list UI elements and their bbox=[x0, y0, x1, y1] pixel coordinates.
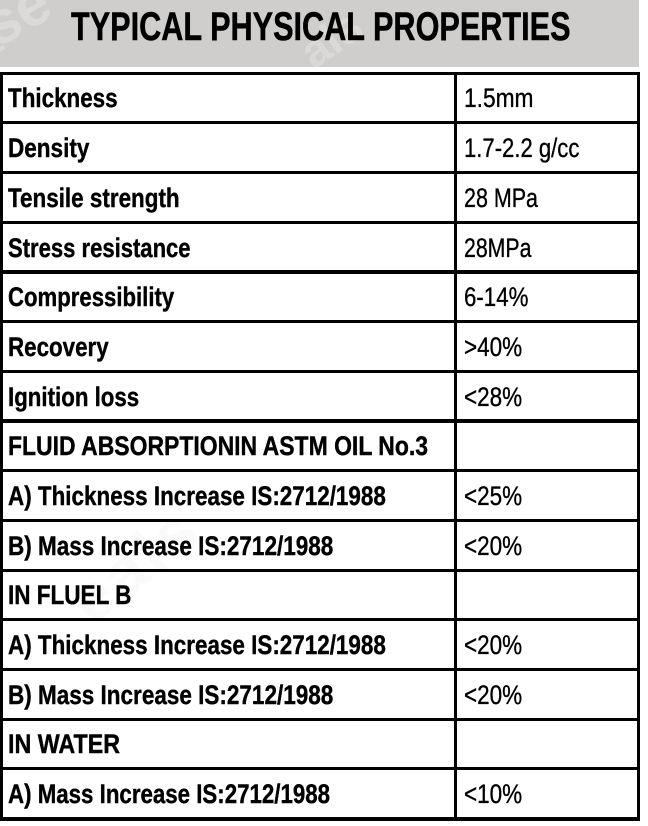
svg-text:se: se bbox=[0, 0, 62, 59]
